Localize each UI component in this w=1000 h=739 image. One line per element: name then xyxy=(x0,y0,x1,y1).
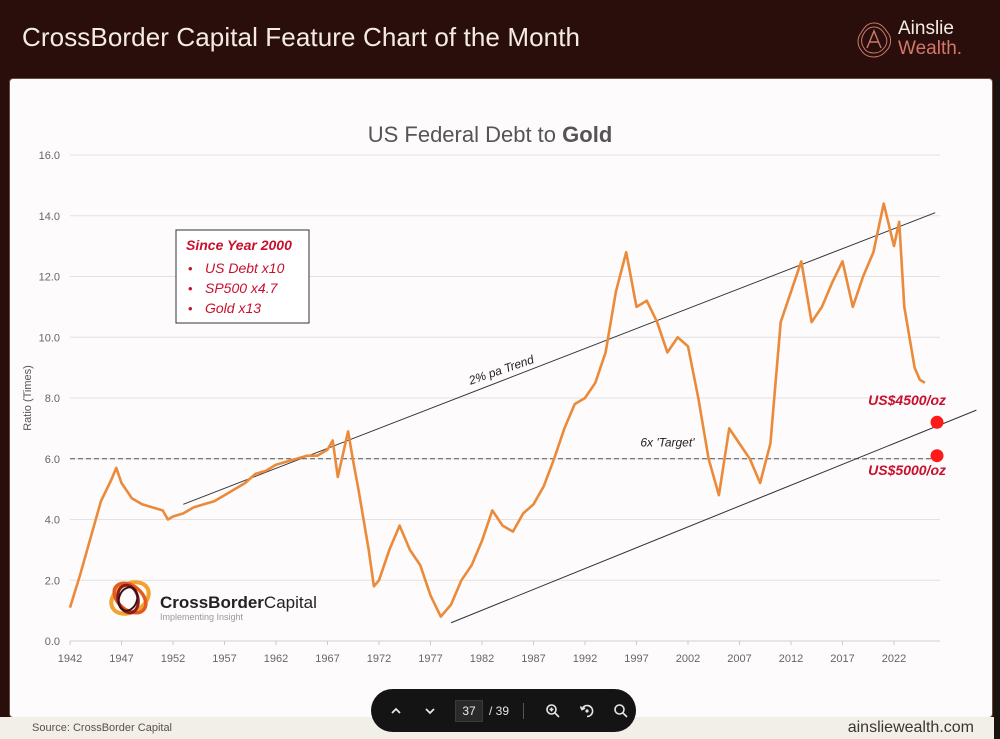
svg-text:1992: 1992 xyxy=(573,653,597,665)
svg-text:2012: 2012 xyxy=(779,653,803,665)
chevron-up-icon xyxy=(391,707,401,714)
svg-text:Implementing Insight: Implementing Insight xyxy=(160,612,244,622)
toolbar-divider xyxy=(523,702,525,719)
rotate-icon xyxy=(579,704,594,717)
svg-text:14.0: 14.0 xyxy=(39,211,60,223)
page-number-input[interactable]: 37 xyxy=(455,699,483,722)
svg-text:CrossBorderCapital: CrossBorderCapital xyxy=(160,593,317,612)
y-axis-label: Ratio (Times) xyxy=(22,365,34,431)
svg-text:1942: 1942 xyxy=(58,653,82,665)
svg-text:1967: 1967 xyxy=(315,653,339,665)
crossborder-logo: CrossBorderCapital Implementing Insight xyxy=(109,580,317,622)
svg-text:2022: 2022 xyxy=(882,653,906,665)
svg-text:•: • xyxy=(188,281,193,296)
y-axis-ticks: 0.0 2.0 4.0 6.0 8.0 10.0 12.0 14.0 16.0 xyxy=(39,150,60,648)
svg-text:4.0: 4.0 xyxy=(45,515,60,527)
page-total: / 39 xyxy=(489,703,510,718)
svg-text:1982: 1982 xyxy=(470,653,494,665)
next-page-button[interactable] xyxy=(415,696,445,726)
svg-text:2007: 2007 xyxy=(727,653,751,665)
svg-text:Gold x13: Gold x13 xyxy=(205,300,261,316)
zoom-in-button[interactable] xyxy=(538,696,568,726)
svg-text:0.0: 0.0 xyxy=(45,636,60,648)
previous-page-button[interactable] xyxy=(381,696,411,726)
svg-text:•: • xyxy=(188,301,193,316)
svg-text:2% pa Trend: 2% pa Trend xyxy=(466,352,536,388)
header-bar: CrossBorder Capital Feature Chart of the… xyxy=(0,0,1000,78)
ainslie-logo-icon xyxy=(857,22,891,58)
chart-title: US Federal Debt to Gold xyxy=(368,122,613,147)
brand-name-line2: Wealth. xyxy=(898,38,963,59)
crossborder-swirl-icon xyxy=(109,580,151,616)
svg-text:US Debt x10: US Debt x10 xyxy=(205,260,285,276)
svg-text:1997: 1997 xyxy=(624,653,648,665)
brand-logo: Ainslie Wealth. xyxy=(854,18,974,62)
source-caption: Source: CrossBorder Capital xyxy=(32,722,173,734)
brand-name-line1: Ainslie xyxy=(898,18,954,39)
svg-text:1957: 1957 xyxy=(212,653,236,665)
svg-text:2017: 2017 xyxy=(830,653,854,665)
chevron-down-icon xyxy=(425,707,435,714)
pdf-navigation-toolbar: 37 / 39 xyxy=(371,689,636,732)
x-axis-ticks: 1942 1947 1952 1957 1962 1967 1972 1977 1982 1987… xyxy=(58,641,906,665)
svg-text:16.0: 16.0 xyxy=(39,150,60,162)
svg-text:1987: 1987 xyxy=(521,653,545,665)
svg-text:US$5000/oz: US$5000/oz xyxy=(868,462,946,478)
svg-text:6.0: 6.0 xyxy=(45,454,60,466)
svg-text:SP500 x4.7: SP500 x4.7 xyxy=(205,280,279,296)
svg-text:1947: 1947 xyxy=(109,653,133,665)
svg-text:10.0: 10.0 xyxy=(39,332,60,344)
data-series-line xyxy=(68,202,926,619)
svg-text:6x 'Target': 6x 'Target' xyxy=(640,436,695,450)
svg-text:US$4500/oz: US$4500/oz xyxy=(868,392,946,408)
svg-text:Since Year 2000: Since Year 2000 xyxy=(186,237,292,253)
search-icon xyxy=(614,703,628,718)
svg-text:8.0: 8.0 xyxy=(45,393,60,405)
page-title: CrossBorder Capital Feature Chart of the… xyxy=(22,22,581,52)
svg-text:12.0: 12.0 xyxy=(39,272,60,284)
search-button[interactable] xyxy=(606,696,636,726)
website-url[interactable]: ainsliewealth.com xyxy=(847,719,974,736)
svg-text:2.0: 2.0 xyxy=(45,575,60,587)
svg-text:1962: 1962 xyxy=(264,653,288,665)
svg-text:2002: 2002 xyxy=(676,653,700,665)
svg-text:•: • xyxy=(188,261,193,276)
info-box: Since Year 2000 • US Debt x10 • SP500 x4.7 • G… xyxy=(175,229,310,324)
rotate-button[interactable] xyxy=(572,696,602,726)
svg-text:1972: 1972 xyxy=(367,653,391,665)
svg-text:1977: 1977 xyxy=(418,653,442,665)
svg-text:1952: 1952 xyxy=(161,653,185,665)
window-edge xyxy=(994,78,1000,739)
zoom-in-icon xyxy=(546,703,560,718)
